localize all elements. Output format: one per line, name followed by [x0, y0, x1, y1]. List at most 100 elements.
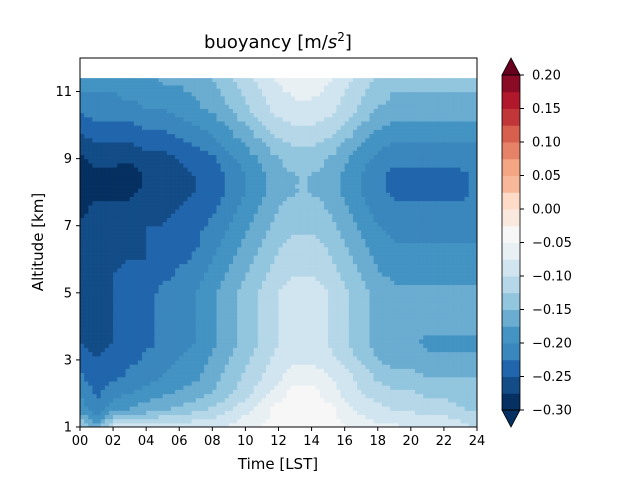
- heatmap-cell: [208, 359, 213, 365]
- heatmap-cell: [282, 418, 288, 424]
- heatmap-cell: [133, 255, 139, 260]
- heatmap-cell: [253, 317, 259, 323]
- heatmap-cell: [80, 200, 85, 206]
- heatmap-cell: [472, 276, 477, 281]
- heatmap-cell: [241, 364, 247, 369]
- heatmap-cell: [452, 259, 457, 265]
- heatmap-cell: [195, 284, 201, 290]
- heatmap-cell: [439, 389, 445, 395]
- heatmap-cell: [319, 208, 325, 214]
- heatmap-cell: [402, 359, 408, 365]
- heatmap-cell: [113, 422, 118, 427]
- heatmap-cell: [191, 343, 197, 348]
- heatmap-cell: [249, 305, 255, 311]
- heatmap-cell: [158, 414, 164, 420]
- heatmap-cell: [468, 208, 474, 214]
- heatmap-cell: [274, 297, 280, 302]
- heatmap-cell: [402, 389, 408, 395]
- heatmap-cell: [162, 380, 168, 386]
- heatmap-cell: [468, 389, 474, 395]
- heatmap-cell: [175, 234, 180, 239]
- heatmap-cell: [386, 389, 391, 395]
- heatmap-cell: [133, 401, 139, 407]
- heatmap-cell: [402, 263, 408, 269]
- heatmap-cell: [113, 276, 118, 281]
- heatmap-cell: [369, 250, 375, 256]
- heatmap-cell: [170, 401, 176, 407]
- heatmap-cell: [212, 213, 218, 218]
- heatmap-cell: [431, 397, 437, 403]
- heatmap-cell: [323, 213, 329, 218]
- heatmap-cell: [175, 347, 180, 353]
- heatmap-cell: [472, 309, 477, 315]
- heatmap-cell: [472, 385, 477, 390]
- heatmap-cell: [183, 334, 189, 340]
- heatmap-cell: [175, 422, 180, 427]
- heatmap-cell: [175, 368, 180, 374]
- heatmap-cell: [464, 225, 470, 231]
- heatmap-cell: [191, 322, 197, 327]
- heatmap-cell: [357, 376, 362, 382]
- heatmap-cell: [274, 305, 280, 311]
- heatmap-cell: [278, 301, 284, 306]
- heatmap-cell: [328, 410, 333, 416]
- heatmap-cell: [199, 276, 205, 281]
- heatmap-cell: [464, 380, 470, 386]
- heatmap-cell: [96, 359, 102, 365]
- heatmap-cell: [274, 255, 280, 260]
- heatmap-cell: [233, 284, 238, 290]
- heatmap-cell: [299, 238, 304, 244]
- heatmap-cell: [241, 410, 247, 416]
- heatmap-cell: [406, 334, 412, 340]
- heatmap-cell: [129, 347, 135, 353]
- heatmap-cell: [386, 418, 391, 424]
- heatmap-cell: [361, 359, 366, 365]
- heatmap-cell: [80, 234, 85, 239]
- heatmap-cell: [340, 389, 346, 395]
- heatmap-cell: [228, 221, 234, 227]
- heatmap-cell: [290, 313, 296, 319]
- heatmap-cell: [406, 229, 412, 235]
- heatmap-cell: [394, 259, 400, 265]
- heatmap-cell: [257, 297, 263, 302]
- heatmap-cell: [377, 338, 383, 344]
- heatmap-cell: [410, 263, 416, 269]
- heatmap-cell: [266, 330, 271, 336]
- heatmap-cell: [290, 217, 296, 223]
- heatmap-cell: [472, 271, 477, 277]
- heatmap-cell: [266, 347, 271, 353]
- heatmap-cell: [108, 280, 114, 286]
- heatmap-cell: [146, 322, 151, 327]
- heatmap-cell: [340, 322, 346, 327]
- heatmap-cell: [274, 284, 280, 290]
- heatmap-cell: [435, 385, 441, 390]
- heatmap-cell: [332, 242, 337, 248]
- heatmap-cell: [431, 422, 437, 427]
- heatmap-cell: [137, 343, 143, 348]
- heatmap-cell: [307, 288, 313, 294]
- heatmap-cell: [315, 225, 321, 231]
- heatmap-cell: [170, 208, 176, 214]
- heatmap-cell: [373, 208, 379, 214]
- heatmap-cell: [406, 305, 412, 311]
- heatmap-cell: [228, 351, 234, 357]
- heatmap-cell: [113, 288, 118, 294]
- heatmap-cell: [125, 217, 131, 223]
- heatmap-cell: [344, 347, 350, 353]
- heatmap-cell: [187, 418, 193, 424]
- heatmap-cell: [253, 242, 259, 248]
- heatmap-cell: [386, 355, 391, 361]
- heatmap-cell: [108, 305, 114, 311]
- heatmap-cell: [328, 292, 333, 298]
- heatmap-cell: [390, 305, 395, 311]
- heatmap-cell: [117, 280, 122, 286]
- heatmap-cell: [286, 280, 292, 286]
- heatmap-cell: [373, 305, 379, 311]
- heatmap-cell: [340, 276, 346, 281]
- heatmap-cell: [295, 284, 300, 290]
- heatmap-cell: [179, 301, 184, 306]
- heatmap-cell: [315, 393, 321, 399]
- heatmap-cell: [365, 208, 371, 214]
- heatmap-cell: [352, 242, 358, 248]
- heatmap-cell: [344, 368, 350, 374]
